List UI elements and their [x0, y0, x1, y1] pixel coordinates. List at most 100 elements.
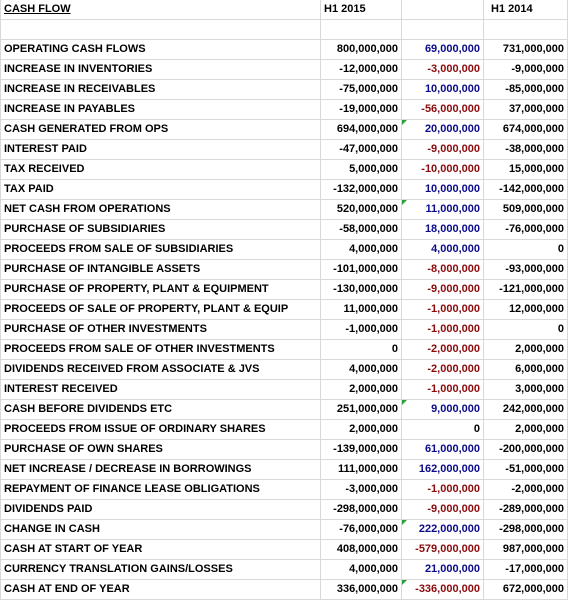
- value-h1-2014-cell[interactable]: -93,000,000: [484, 260, 568, 279]
- value-difference-cell[interactable]: -2,000,000: [402, 340, 484, 359]
- value-h1-2014-cell[interactable]: 12,000,000: [484, 300, 568, 319]
- header-col-difference[interactable]: [402, 0, 484, 19]
- value-h1-2015-cell[interactable]: -19,000,000: [321, 100, 402, 119]
- value-difference-cell[interactable]: -9,000,000: [402, 140, 484, 159]
- value-difference-cell[interactable]: -1,000,000: [402, 320, 484, 339]
- value-difference-cell[interactable]: 69,000,000: [402, 40, 484, 59]
- row-label-cell[interactable]: INTEREST PAID: [0, 140, 321, 159]
- value-difference-cell[interactable]: -10,000,000: [402, 160, 484, 179]
- value-h1-2015-cell[interactable]: -1,000,000: [321, 320, 402, 339]
- row-label-cell[interactable]: PROCEEDS FROM ISSUE OF ORDINARY SHARES: [0, 420, 321, 439]
- value-h1-2015-cell[interactable]: -130,000,000: [321, 280, 402, 299]
- row-label-cell[interactable]: CHANGE IN CASH: [0, 520, 321, 539]
- value-difference-cell[interactable]: 61,000,000: [402, 440, 484, 459]
- value-difference-cell[interactable]: 4,000,000: [402, 240, 484, 259]
- value-h1-2014-cell[interactable]: -51,000,000: [484, 460, 568, 479]
- value-difference-cell[interactable]: 9,000,000: [402, 400, 484, 419]
- value-h1-2014-cell[interactable]: 15,000,000: [484, 160, 568, 179]
- row-label-cell[interactable]: CASH GENERATED FROM OPS: [0, 120, 321, 139]
- value-h1-2014-cell[interactable]: 731,000,000: [484, 40, 568, 59]
- value-h1-2014-cell[interactable]: 6,000,000: [484, 360, 568, 379]
- value-h1-2015-cell[interactable]: -139,000,000: [321, 440, 402, 459]
- header-col-h1-2015[interactable]: H1 2015: [321, 0, 402, 19]
- row-label-cell[interactable]: PURCHASE OF OWN SHARES: [0, 440, 321, 459]
- value-difference-cell[interactable]: -9,000,000: [402, 500, 484, 519]
- value-h1-2014-cell[interactable]: 0: [484, 240, 568, 259]
- header-title-cell[interactable]: CASH FLOW: [0, 0, 321, 19]
- value-h1-2015-cell[interactable]: 694,000,000: [321, 120, 402, 139]
- row-label-cell[interactable]: CASH AT END OF YEAR: [0, 580, 321, 599]
- value-h1-2014-cell[interactable]: -298,000,000: [484, 520, 568, 539]
- row-label-cell[interactable]: INCREASE IN PAYABLES: [0, 100, 321, 119]
- value-h1-2014-cell[interactable]: [484, 20, 568, 39]
- value-h1-2014-cell[interactable]: -17,000,000: [484, 560, 568, 579]
- value-h1-2014-cell[interactable]: -289,000,000: [484, 500, 568, 519]
- value-h1-2014-cell[interactable]: -2,000,000: [484, 480, 568, 499]
- row-label-cell[interactable]: NET CASH FROM OPERATIONS: [0, 200, 321, 219]
- value-h1-2014-cell[interactable]: -76,000,000: [484, 220, 568, 239]
- value-h1-2015-cell[interactable]: -75,000,000: [321, 80, 402, 99]
- row-label-cell[interactable]: TAX PAID: [0, 180, 321, 199]
- value-difference-cell[interactable]: -56,000,000: [402, 100, 484, 119]
- value-h1-2015-cell[interactable]: 2,000,000: [321, 420, 402, 439]
- row-label-cell[interactable]: DIVIDENDS PAID: [0, 500, 321, 519]
- value-h1-2015-cell[interactable]: 2,000,000: [321, 380, 402, 399]
- row-label-cell[interactable]: CASH AT START OF YEAR: [0, 540, 321, 559]
- value-h1-2015-cell[interactable]: 4,000,000: [321, 360, 402, 379]
- row-label-cell[interactable]: PURCHASE OF SUBSIDIARIES: [0, 220, 321, 239]
- value-difference-cell[interactable]: -579,000,000: [402, 540, 484, 559]
- value-h1-2014-cell[interactable]: 0: [484, 320, 568, 339]
- value-h1-2014-cell[interactable]: -9,000,000: [484, 60, 568, 79]
- row-label-cell[interactable]: NET INCREASE / DECREASE IN BORROWINGS: [0, 460, 321, 479]
- row-label-cell[interactable]: PURCHASE OF INTANGIBLE ASSETS: [0, 260, 321, 279]
- value-h1-2014-cell[interactable]: 37,000,000: [484, 100, 568, 119]
- value-difference-cell[interactable]: 0: [402, 420, 484, 439]
- value-h1-2015-cell[interactable]: 251,000,000: [321, 400, 402, 419]
- value-h1-2014-cell[interactable]: 674,000,000: [484, 120, 568, 139]
- value-h1-2015-cell[interactable]: 5,000,000: [321, 160, 402, 179]
- row-label-cell[interactable]: REPAYMENT OF FINANCE LEASE OBLIGATIONS: [0, 480, 321, 499]
- value-h1-2014-cell[interactable]: 3,000,000: [484, 380, 568, 399]
- value-difference-cell[interactable]: 10,000,000: [402, 180, 484, 199]
- row-label-cell[interactable]: INCREASE IN RECEIVABLES: [0, 80, 321, 99]
- value-h1-2014-cell[interactable]: -85,000,000: [484, 80, 568, 99]
- row-label-cell[interactable]: PROCEEDS OF SALE OF PROPERTY, PLANT & EQ…: [0, 300, 321, 319]
- value-difference-cell[interactable]: 11,000,000: [402, 200, 484, 219]
- row-label-cell[interactable]: PROCEEDS FROM SALE OF SUBSIDIARIES: [0, 240, 321, 259]
- value-h1-2015-cell[interactable]: 111,000,000: [321, 460, 402, 479]
- value-h1-2015-cell[interactable]: -132,000,000: [321, 180, 402, 199]
- value-h1-2014-cell[interactable]: 242,000,000: [484, 400, 568, 419]
- value-h1-2015-cell[interactable]: 0: [321, 340, 402, 359]
- value-difference-cell[interactable]: 222,000,000: [402, 520, 484, 539]
- value-h1-2015-cell[interactable]: -12,000,000: [321, 60, 402, 79]
- value-h1-2015-cell[interactable]: -76,000,000: [321, 520, 402, 539]
- value-difference-cell[interactable]: 18,000,000: [402, 220, 484, 239]
- value-h1-2014-cell[interactable]: 2,000,000: [484, 340, 568, 359]
- row-label-cell[interactable]: PROCEEDS FROM SALE OF OTHER INVESTMENTS: [0, 340, 321, 359]
- value-h1-2015-cell[interactable]: -101,000,000: [321, 260, 402, 279]
- value-difference-cell[interactable]: -1,000,000: [402, 380, 484, 399]
- value-h1-2015-cell[interactable]: -47,000,000: [321, 140, 402, 159]
- value-difference-cell[interactable]: -1,000,000: [402, 480, 484, 499]
- row-label-cell[interactable]: CASH BEFORE DIVIDENDS ETC: [0, 400, 321, 419]
- value-h1-2014-cell[interactable]: 987,000,000: [484, 540, 568, 559]
- value-h1-2014-cell[interactable]: 2,000,000: [484, 420, 568, 439]
- value-difference-cell[interactable]: 10,000,000: [402, 80, 484, 99]
- value-h1-2015-cell[interactable]: 336,000,000: [321, 580, 402, 599]
- row-label-cell[interactable]: PURCHASE OF OTHER INVESTMENTS: [0, 320, 321, 339]
- row-label-cell[interactable]: INTEREST RECEIVED: [0, 380, 321, 399]
- value-difference-cell[interactable]: 162,000,000: [402, 460, 484, 479]
- value-h1-2015-cell[interactable]: 800,000,000: [321, 40, 402, 59]
- value-h1-2015-cell[interactable]: 11,000,000: [321, 300, 402, 319]
- value-h1-2015-cell[interactable]: [321, 20, 402, 39]
- value-difference-cell[interactable]: -1,000,000: [402, 300, 484, 319]
- row-label-cell[interactable]: [0, 20, 321, 39]
- value-h1-2015-cell[interactable]: -3,000,000: [321, 480, 402, 499]
- value-difference-cell[interactable]: -8,000,000: [402, 260, 484, 279]
- value-h1-2015-cell[interactable]: 4,000,000: [321, 240, 402, 259]
- value-h1-2014-cell[interactable]: -38,000,000: [484, 140, 568, 159]
- value-h1-2014-cell[interactable]: 672,000,000: [484, 580, 568, 599]
- header-col-h1-2014[interactable]: H1 2014: [484, 0, 568, 19]
- row-label-cell[interactable]: TAX RECEIVED: [0, 160, 321, 179]
- value-h1-2014-cell[interactable]: 509,000,000: [484, 200, 568, 219]
